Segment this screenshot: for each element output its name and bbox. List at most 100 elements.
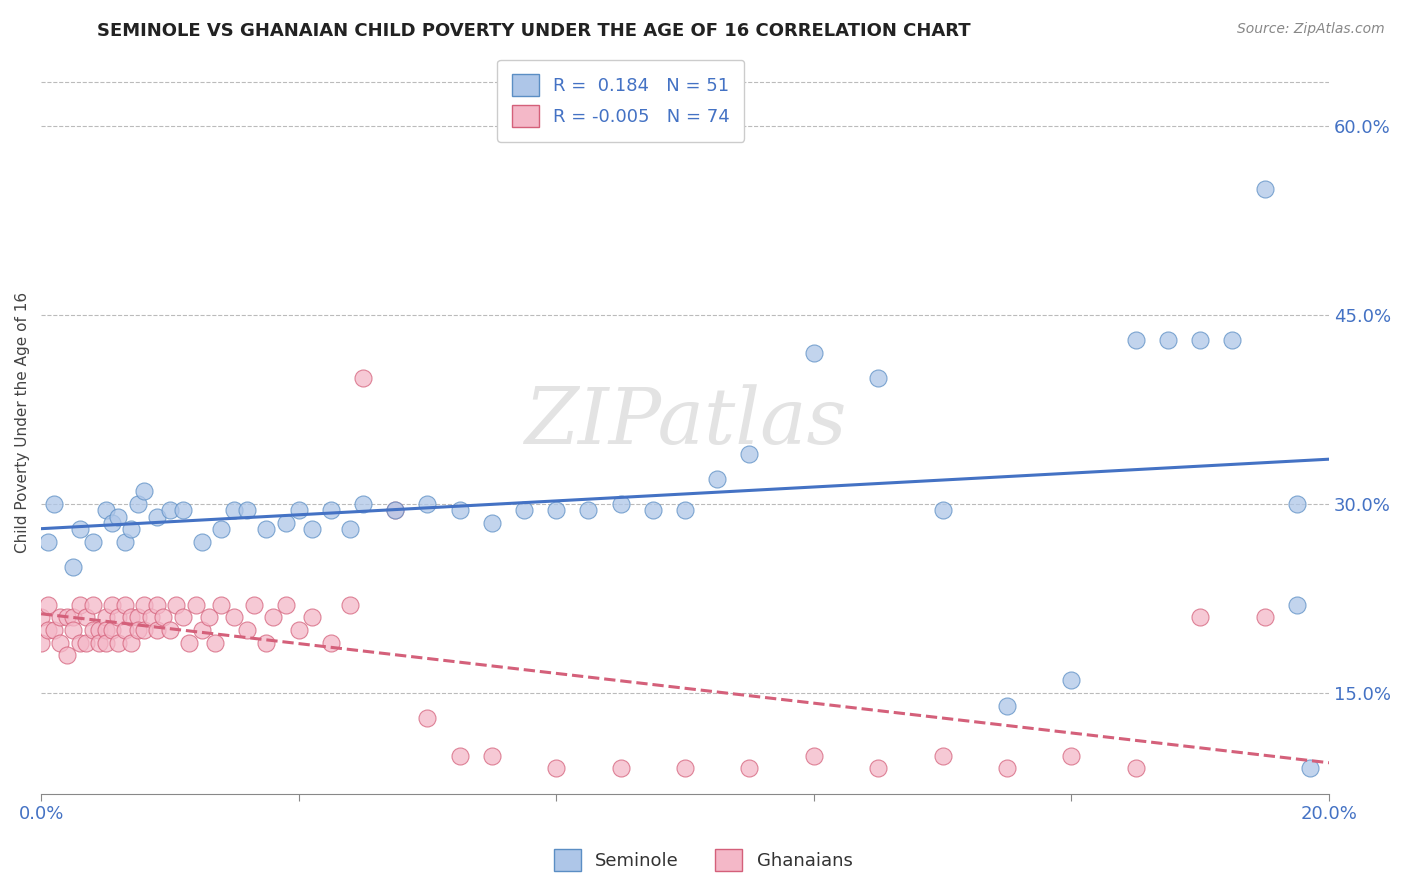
Point — [69, 522, 91, 536]
Point — [49, 635, 72, 649]
Point — [191, 534, 214, 549]
Point — [287, 623, 309, 637]
Point — [101, 516, 124, 530]
Point — [120, 610, 142, 624]
Point — [1157, 334, 1180, 348]
Point — [30, 635, 52, 649]
Point — [416, 711, 439, 725]
Point — [82, 534, 104, 549]
Point — [75, 635, 97, 649]
Text: Source: ZipAtlas.com: Source: ZipAtlas.com — [1237, 22, 1385, 37]
Text: ZIPatlas: ZIPatlas — [524, 384, 846, 460]
Point — [384, 503, 406, 517]
Point — [416, 497, 439, 511]
Point — [120, 522, 142, 536]
Point — [146, 598, 169, 612]
Point — [159, 503, 181, 517]
Point — [481, 516, 503, 530]
Point — [995, 698, 1018, 713]
Point — [120, 635, 142, 649]
Point — [274, 598, 297, 612]
Point — [134, 598, 156, 612]
Point — [287, 503, 309, 517]
Legend: R =  0.184   N = 51, R = -0.005   N = 74: R = 0.184 N = 51, R = -0.005 N = 74 — [498, 60, 744, 142]
Point — [1125, 762, 1147, 776]
Point — [94, 610, 117, 624]
Point — [609, 762, 631, 776]
Point — [107, 635, 129, 649]
Point — [546, 503, 568, 517]
Point — [101, 598, 124, 612]
Point — [172, 503, 194, 517]
Point — [274, 516, 297, 530]
Point — [1253, 182, 1275, 196]
Point — [256, 522, 278, 536]
Point — [546, 762, 568, 776]
Point — [803, 346, 825, 360]
Point — [94, 503, 117, 517]
Point — [114, 534, 136, 549]
Point — [803, 748, 825, 763]
Point — [134, 484, 156, 499]
Point — [204, 635, 226, 649]
Point — [319, 503, 342, 517]
Point — [673, 503, 696, 517]
Point — [82, 623, 104, 637]
Point — [159, 623, 181, 637]
Point — [114, 623, 136, 637]
Point — [578, 503, 600, 517]
Point — [69, 635, 91, 649]
Point — [1299, 762, 1322, 776]
Y-axis label: Child Poverty Under the Age of 16: Child Poverty Under the Age of 16 — [15, 292, 30, 553]
Point — [1222, 334, 1244, 348]
Point — [209, 598, 232, 612]
Point — [1125, 334, 1147, 348]
Point — [146, 623, 169, 637]
Point — [94, 635, 117, 649]
Point — [301, 610, 323, 624]
Point — [197, 610, 219, 624]
Point — [1189, 334, 1212, 348]
Point — [152, 610, 174, 624]
Point — [94, 623, 117, 637]
Point — [224, 503, 246, 517]
Point — [1060, 748, 1083, 763]
Point — [1285, 598, 1308, 612]
Legend: Seminole, Ghanaians: Seminole, Ghanaians — [547, 842, 859, 879]
Point — [738, 762, 761, 776]
Point — [209, 522, 232, 536]
Point — [75, 610, 97, 624]
Point — [114, 598, 136, 612]
Point — [56, 610, 79, 624]
Point — [242, 598, 264, 612]
Point — [127, 610, 149, 624]
Point — [146, 509, 169, 524]
Point — [339, 598, 361, 612]
Point — [179, 635, 201, 649]
Point — [101, 623, 124, 637]
Point — [931, 748, 953, 763]
Point — [384, 503, 406, 517]
Point — [236, 623, 259, 637]
Point — [931, 503, 953, 517]
Point — [513, 503, 536, 517]
Point — [449, 748, 471, 763]
Point — [62, 610, 84, 624]
Point — [127, 497, 149, 511]
Point — [319, 635, 342, 649]
Point — [37, 598, 59, 612]
Point — [184, 598, 207, 612]
Point — [262, 610, 284, 624]
Point — [641, 503, 664, 517]
Point — [673, 762, 696, 776]
Point — [37, 623, 59, 637]
Point — [69, 598, 91, 612]
Point — [87, 635, 110, 649]
Point — [30, 610, 52, 624]
Point — [56, 648, 79, 662]
Text: SEMINOLE VS GHANAIAN CHILD POVERTY UNDER THE AGE OF 16 CORRELATION CHART: SEMINOLE VS GHANAIAN CHILD POVERTY UNDER… — [97, 22, 972, 40]
Point — [301, 522, 323, 536]
Point — [62, 560, 84, 574]
Point — [172, 610, 194, 624]
Point — [37, 534, 59, 549]
